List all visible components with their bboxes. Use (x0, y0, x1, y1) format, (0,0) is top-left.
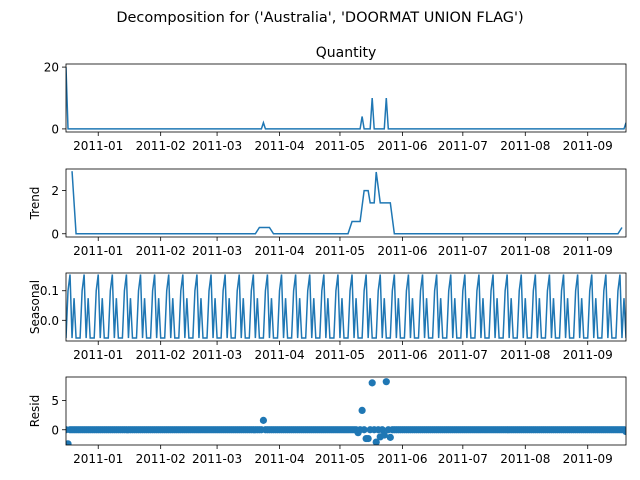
x-tick-label: 2011-05 (315, 452, 365, 466)
x-tick-label: 2011-01 (73, 348, 123, 362)
y-tick-label: 5 (51, 394, 59, 408)
x-tick-label: 2011-09 (563, 244, 613, 258)
x-tick-label: 2011-01 (73, 139, 123, 153)
resid-point (259, 416, 268, 424)
y-tick-label: 0.1 (40, 284, 59, 298)
x-tick-label: 2011-08 (500, 348, 550, 362)
y-tick-label: 0 (51, 227, 59, 241)
x-tick-label: 2011-06 (377, 348, 427, 362)
observed-line (66, 67, 626, 130)
resid-point (358, 406, 366, 415)
subplot-1: Quantity 0 20 2011-01 2011-02 2011-03 2011-04 2… (44, 45, 627, 153)
x-tick-label: 2011-09 (563, 139, 613, 153)
plot-area (66, 67, 626, 130)
x-tick-label: 2011-02 (136, 244, 186, 258)
x-tick-label: 2011-04 (254, 348, 304, 362)
x-tick-label: 2011-04 (254, 452, 304, 466)
plot-area (66, 378, 626, 445)
y-tick-label: 2 (51, 184, 59, 198)
x-tick-label: 2011-03 (192, 348, 242, 362)
y-tick-label: 0 (51, 122, 59, 136)
plot-area (66, 274, 626, 339)
y-tick-label: 0 (51, 423, 59, 437)
x-tick-label: 2011-06 (377, 452, 427, 466)
x-tick-label: 2011-07 (438, 348, 488, 362)
y-axis-label: Resid (28, 395, 42, 427)
x-tick-label: 2011-07 (438, 244, 488, 258)
subplot-title: Quantity (316, 45, 377, 61)
y-axis-label: Seasonal (28, 280, 42, 334)
x-tick-label: 2011-09 (563, 452, 613, 466)
axes-frame (65, 272, 627, 342)
x-tick-label: 2011-03 (192, 139, 242, 153)
x-tick-label: 2011-05 (315, 244, 365, 258)
seasonal-line (66, 274, 626, 339)
x-tick-label: 2011-01 (73, 244, 123, 258)
x-tick-label: 2011-04 (254, 139, 304, 153)
resid-point (360, 426, 368, 434)
x-tick-label: 2011-08 (500, 139, 550, 153)
x-tick-label: 2011-03 (192, 244, 242, 258)
trend-line (71, 171, 623, 235)
subplot-4: Resid 0 5 2011-01 2011-02 2011-03 2011-04 2011-… (28, 376, 627, 466)
resid-point (382, 378, 390, 386)
resid-point (380, 431, 388, 439)
x-tick-label: 2011-01 (73, 452, 123, 466)
figure-suptitle: Decomposition for ('Australia', 'DOORMAT… (116, 10, 523, 26)
x-tick-label: 2011-08 (500, 244, 550, 258)
resid-point (66, 440, 72, 445)
axes-frame (65, 376, 627, 446)
x-tick-label: 2011-02 (136, 139, 186, 153)
resid-point (368, 379, 376, 387)
resid-point (364, 434, 372, 443)
plot-area (71, 171, 623, 235)
resid-point (622, 427, 626, 436)
x-tick-label: 2011-02 (136, 348, 186, 362)
y-tick-label: 0.0 (40, 314, 59, 328)
resid-point (386, 433, 394, 441)
x-tick-label: 2011-06 (377, 244, 427, 258)
subplot-2: Trend 0 2 2011-01 2011-02 2011-03 2011-04 2011-… (28, 168, 627, 258)
x-tick-label: 2011-07 (438, 139, 488, 153)
axes-frame (65, 63, 627, 133)
axes-frame (65, 168, 627, 238)
x-tick-label: 2011-03 (192, 452, 242, 466)
x-tick-label: 2011-05 (315, 348, 365, 362)
x-tick-label: 2011-07 (438, 452, 488, 466)
y-axis-label: Trend (28, 187, 42, 221)
x-tick-label: 2011-05 (315, 139, 365, 153)
x-tick-label: 2011-02 (136, 452, 186, 466)
x-tick-label: 2011-06 (377, 139, 427, 153)
y-tick-label: 20 (44, 61, 59, 75)
x-tick-label: 2011-04 (254, 244, 304, 258)
x-tick-label: 2011-09 (563, 348, 613, 362)
resid-point (372, 438, 380, 445)
x-tick-label: 2011-08 (500, 452, 550, 466)
